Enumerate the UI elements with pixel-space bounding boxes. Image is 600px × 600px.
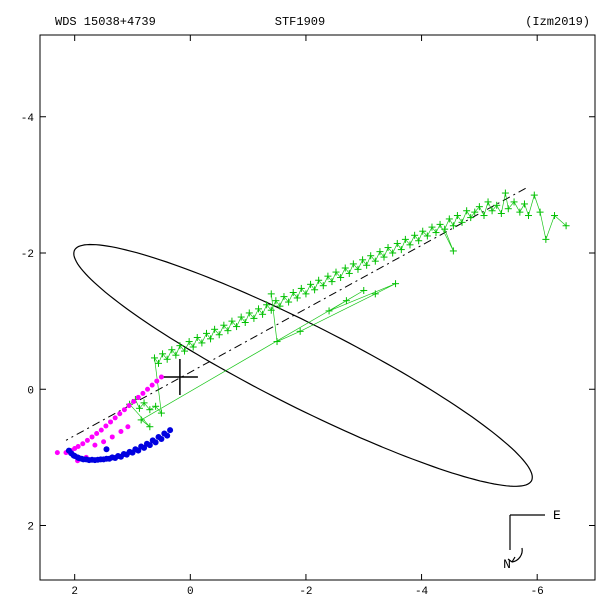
title-left: WDS 15038+4739 [55, 15, 156, 29]
plot-border [40, 35, 595, 580]
ytick-label: 0 [27, 385, 34, 397]
compass-label-e: E [553, 508, 561, 523]
orbit-plot: -6 -4 -2 0 2 -4 -2 0 2 WDS 15038+4739 STF1909 (Izm2… [0, 0, 600, 600]
ytick-label: -2 [21, 249, 34, 261]
data-point [130, 450, 136, 456]
data-point [140, 391, 145, 396]
data-point [122, 407, 127, 412]
data-point [158, 436, 164, 442]
title-right: (Izm2019) [525, 15, 590, 29]
data-point [141, 445, 147, 451]
data-point [145, 387, 150, 392]
data-point [164, 433, 170, 439]
data-point [66, 448, 72, 454]
ytick-label: -4 [21, 113, 35, 125]
xtick-label: -2 [299, 586, 312, 598]
data-point [106, 456, 112, 462]
data-point [103, 446, 109, 452]
xtick-label: -6 [531, 586, 544, 598]
data-point [159, 374, 164, 379]
data-point [136, 395, 141, 400]
ytick-label: 2 [27, 522, 34, 534]
xtick-label: -4 [415, 586, 429, 598]
data-point [150, 383, 155, 388]
data-point [124, 452, 130, 458]
title-center: STF1909 [275, 15, 325, 29]
data-point [117, 411, 122, 416]
data-point [118, 454, 124, 460]
data-point [101, 439, 106, 444]
data-point [92, 443, 97, 448]
data-point [127, 403, 132, 408]
data-point [167, 427, 173, 433]
data-point [55, 450, 60, 455]
data-point [89, 457, 95, 463]
data-point [131, 399, 136, 404]
data-point [103, 424, 108, 429]
xtick-label: 0 [187, 586, 194, 598]
data-point [85, 438, 90, 443]
data-point [80, 441, 85, 446]
data-point [118, 429, 123, 434]
data-point [101, 456, 107, 462]
data-point [99, 428, 104, 433]
data-point [154, 379, 159, 384]
data-point [147, 442, 153, 448]
data-point [110, 434, 115, 439]
data-point [90, 434, 95, 439]
data-point [153, 439, 159, 445]
series-green-line [130, 193, 566, 427]
data-point [95, 457, 101, 463]
data-point [135, 448, 141, 454]
data-point [125, 424, 130, 429]
data-point [112, 455, 118, 461]
xtick-label: 2 [71, 586, 78, 598]
data-point [113, 415, 118, 420]
compass-label-n: N [503, 557, 511, 572]
data-point [94, 431, 99, 436]
data-point [108, 419, 113, 424]
data-point [71, 452, 77, 458]
